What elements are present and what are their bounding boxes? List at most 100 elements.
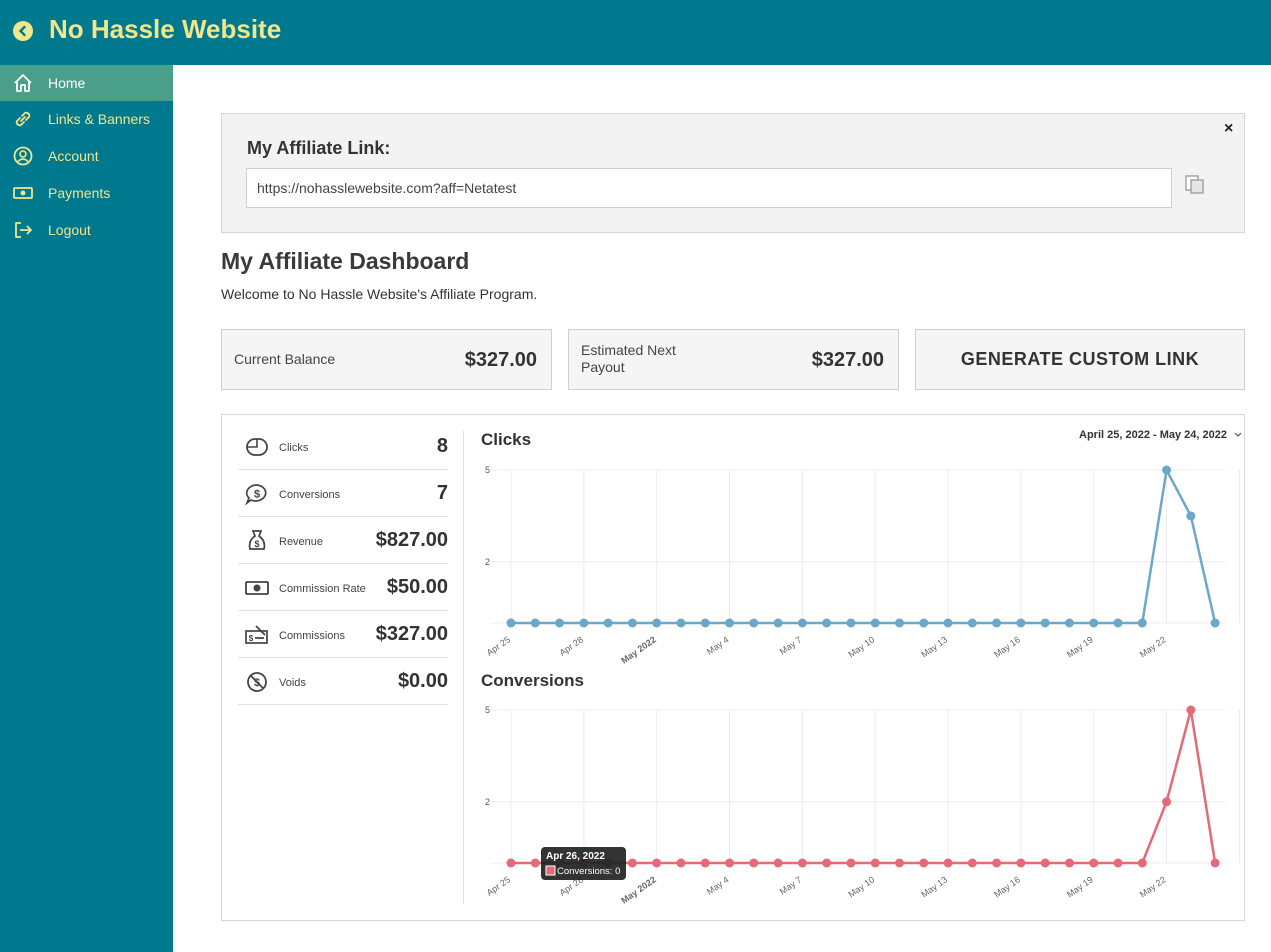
data-point: [870, 618, 880, 628]
metric-label: Clicks: [279, 442, 309, 454]
data-point: [992, 858, 1002, 868]
chart-tooltip: [541, 847, 626, 880]
close-button[interactable]: ×: [1224, 120, 1234, 137]
data-point: [967, 618, 977, 628]
data-point: [579, 618, 589, 628]
home-icon: [14, 74, 32, 92]
data-point: [700, 858, 710, 868]
metric-revenue: $ Revenue $827.00: [238, 517, 448, 564]
x-tick-label: May 4: [705, 634, 731, 656]
data-point: [919, 858, 929, 868]
sidebar-item-payments[interactable]: Payments: [0, 175, 173, 211]
sidebar-item-label: Payments: [48, 185, 111, 201]
chevron-down-icon: [1234, 432, 1242, 437]
page-subtitle: Welcome to No Hassle Website's Affiliate…: [221, 286, 538, 302]
metric-label: Conversions: [279, 489, 341, 501]
data-point: [506, 618, 516, 628]
data-point: [1016, 618, 1026, 628]
series-line: [511, 709, 1217, 865]
void-dollar-icon: $: [247, 672, 267, 692]
stats-panel: Clicks 8 $ Conversions 7 $ Revenue $827.…: [221, 414, 1245, 921]
data-point: [676, 858, 686, 868]
data-point: [1210, 618, 1220, 628]
sidebar-item-label: Account: [48, 148, 99, 164]
next-payout-label: Estimated Next Payout: [581, 342, 676, 376]
conversions-chart-title: Conversions: [481, 671, 584, 690]
link-icon: [15, 111, 31, 127]
next-payout-label-line2: Payout: [581, 359, 625, 375]
data-point: [1040, 618, 1050, 628]
data-point: [1089, 858, 1099, 868]
data-point: [530, 858, 540, 868]
x-tick-label: May 16: [992, 874, 1022, 899]
date-range-selector[interactable]: April 25, 2022 - May 24, 2022: [1079, 429, 1242, 441]
x-tick-label: May 10: [846, 634, 876, 659]
data-point: [603, 618, 613, 628]
next-payout-label-line1: Estimated Next: [581, 342, 676, 358]
x-tick-label: May 7: [778, 874, 804, 896]
data-point: [846, 858, 856, 868]
series-line: [511, 466, 1217, 625]
data-point: [506, 858, 516, 868]
next-payout-value: $327.00: [811, 349, 884, 371]
x-tick-label: Apr 28: [558, 634, 585, 657]
x-tick-label: May 19: [1065, 874, 1095, 899]
sidebar-item-label: Links & Banners: [48, 111, 150, 127]
data-point: [1016, 858, 1026, 868]
data-point: [773, 618, 783, 628]
sidebar-item-label: Logout: [48, 222, 91, 238]
metric-label: Commission Rate: [279, 583, 366, 595]
metric-value: $50.00: [386, 576, 448, 598]
generate-custom-link-button[interactable]: GENERATE CUSTOM LINK: [915, 329, 1245, 390]
svg-text:$: $: [254, 489, 260, 501]
sidebar-item-label: Home: [48, 75, 86, 91]
svg-text:$: $: [254, 539, 259, 549]
sidebar-item-logout[interactable]: Logout: [0, 212, 173, 248]
metric-conversions: $ Conversions 7: [238, 470, 448, 517]
data-point: [1064, 618, 1074, 628]
current-balance-card: Current Balance $327.00: [221, 329, 552, 390]
metric-commissions: $ Commissions $327.00: [238, 611, 448, 658]
metric-value: $327.00: [375, 623, 448, 645]
top-header: No Hassle Website: [0, 0, 1271, 65]
back-button[interactable]: [13, 21, 33, 41]
x-tick-label: May 13: [919, 634, 949, 659]
page-title: My Affiliate Dashboard: [221, 248, 470, 274]
x-tick-label: May 10: [846, 874, 876, 899]
affiliate-link-panel: My Affiliate Link: https://nohasslewebsi…: [221, 113, 1245, 233]
date-range-text: April 25, 2022 - May 24, 2022: [1079, 429, 1227, 441]
panel-divider: [463, 431, 464, 904]
data-point: [822, 618, 832, 628]
data-point: [894, 618, 904, 628]
tooltip-swatch: [545, 865, 556, 876]
sidebar-item-account[interactable]: Account: [0, 138, 173, 174]
affiliate-link-title: My Affiliate Link:: [247, 138, 391, 158]
payments-icon: [13, 187, 33, 199]
data-point: [1064, 858, 1074, 868]
data-point: [846, 618, 856, 628]
logout-icon: [15, 222, 32, 238]
data-point: [1186, 705, 1196, 715]
svg-text:$: $: [249, 634, 254, 643]
affiliate-link-field[interactable]: https://nohasslewebsite.com?aff=Netatest: [246, 168, 1172, 208]
data-point: [749, 858, 759, 868]
data-point: [1210, 858, 1220, 868]
metric-commission-rate: Commission Rate $50.00: [238, 564, 448, 611]
x-tick-label: Apr 25: [485, 874, 512, 897]
next-payout-card: Estimated Next Payout $327.00: [568, 329, 899, 390]
data-point: [773, 858, 783, 868]
data-point: [894, 858, 904, 868]
data-point: [676, 618, 686, 628]
sidebar-item-links-banners[interactable]: Links & Banners: [0, 101, 173, 137]
check-sign-icon: $: [245, 625, 268, 644]
sidebar-item-home[interactable]: Home: [0, 65, 173, 101]
metric-voids: $ Voids $0.00: [238, 658, 448, 705]
metric-label: Revenue: [279, 536, 324, 548]
data-point: [1113, 858, 1123, 868]
data-point: [1186, 511, 1196, 521]
data-point: [749, 618, 759, 628]
metric-clicks: Clicks 8: [238, 423, 448, 470]
copy-icon[interactable]: [1183, 172, 1207, 196]
data-point: [1162, 465, 1172, 475]
x-tick-label: May 13: [919, 874, 949, 899]
